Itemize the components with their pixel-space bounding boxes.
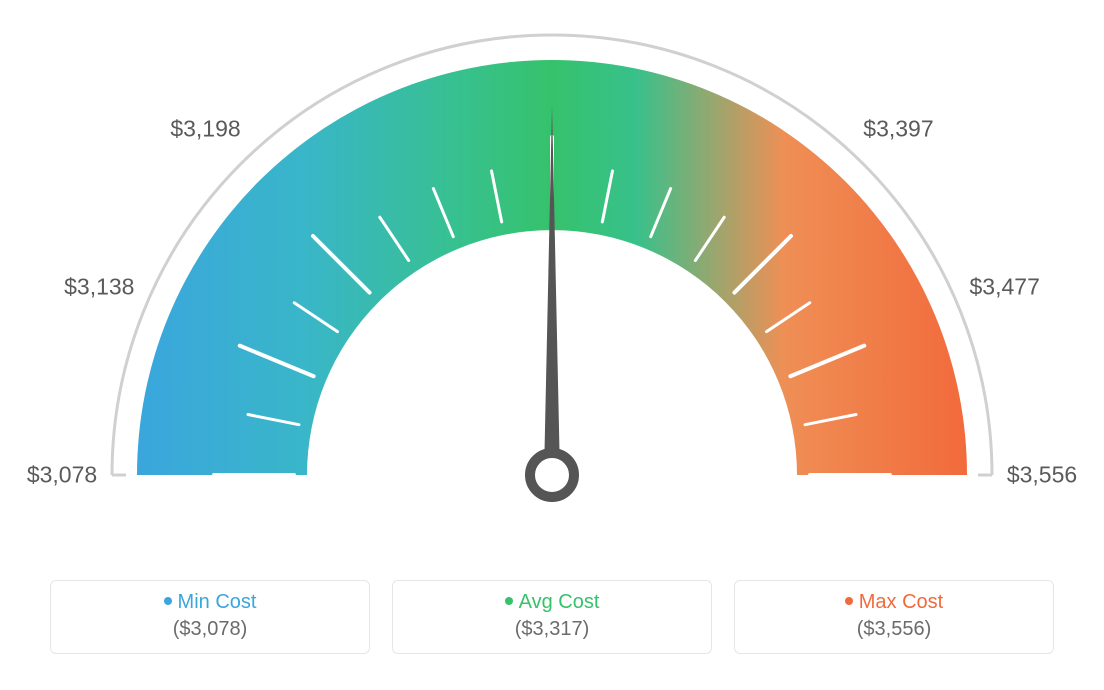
legend-value-max: ($3,556) xyxy=(735,618,1053,641)
scale-label: $3,138 xyxy=(64,274,134,301)
dot-icon xyxy=(164,597,172,605)
legend-card-avg: Avg Cost ($3,317) xyxy=(392,580,712,654)
legend-label-avg: Avg Cost xyxy=(519,591,600,613)
legend-value-avg: ($3,317) xyxy=(393,618,711,641)
legend-card-max: Max Cost ($3,556) xyxy=(734,580,1054,654)
legend-title-avg: Avg Cost xyxy=(393,591,711,614)
scale-label: $3,477 xyxy=(970,274,1040,301)
legend-label-max: Max Cost xyxy=(859,591,943,613)
scale-label: $3,397 xyxy=(863,115,933,142)
scale-label: $3,078 xyxy=(27,462,97,489)
legend-title-min: Min Cost xyxy=(51,591,369,614)
scale-label: $3,556 xyxy=(1007,462,1077,489)
legend-card-min: Min Cost ($3,078) xyxy=(50,580,370,654)
legend-title-max: Max Cost xyxy=(735,591,1053,614)
gauge-svg xyxy=(0,0,1104,560)
legend-row: Min Cost ($3,078) Avg Cost ($3,317) Max … xyxy=(0,580,1104,654)
legend-value-min: ($3,078) xyxy=(51,618,369,641)
dot-icon xyxy=(505,597,513,605)
dot-icon xyxy=(845,597,853,605)
cost-gauge: $3,078$3,138$3,198$3,317$3,397$3,477$3,5… xyxy=(0,0,1104,560)
scale-label: $3,198 xyxy=(170,115,240,142)
legend-label-min: Min Cost xyxy=(178,591,257,613)
